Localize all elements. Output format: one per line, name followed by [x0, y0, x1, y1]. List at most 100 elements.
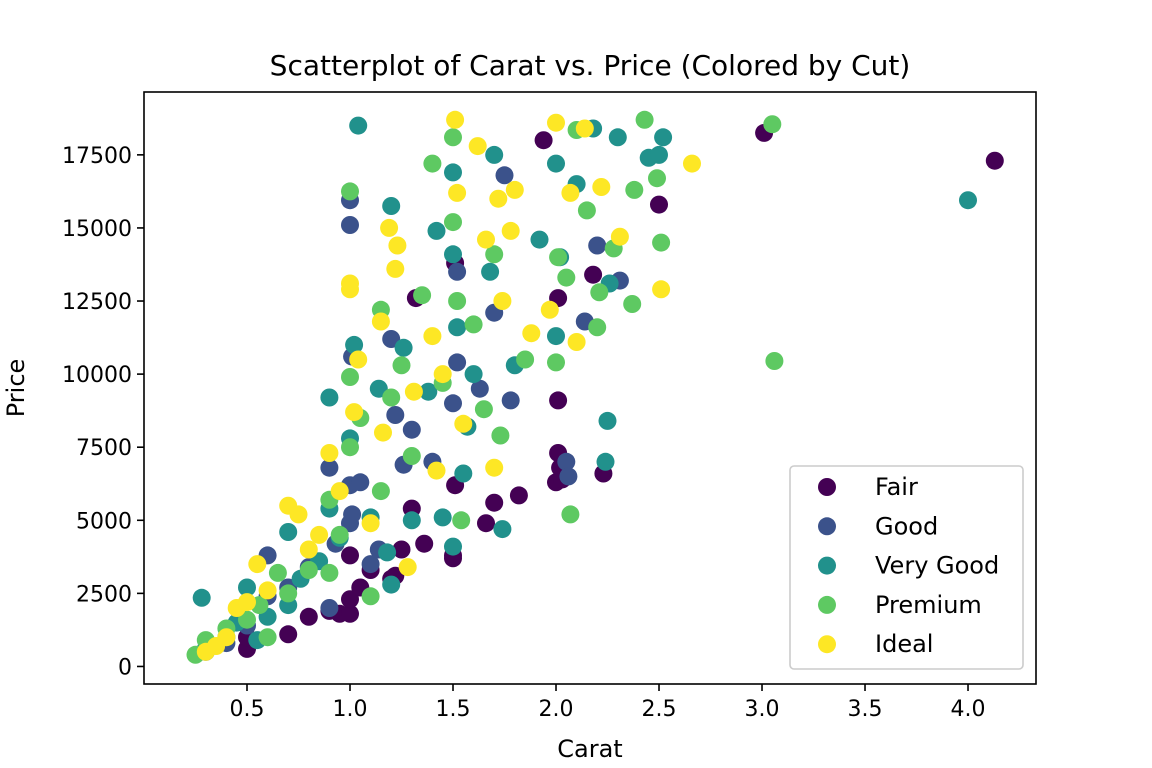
legend-label-premium: Premium [875, 591, 982, 619]
point-ideal [485, 458, 504, 477]
point-ideal [522, 324, 541, 343]
point-very-good [402, 511, 421, 530]
point-premium [279, 584, 298, 603]
point-premium [464, 315, 483, 334]
legend-label-fair: Fair [875, 473, 918, 501]
point-very-good [394, 338, 413, 357]
point-premium [485, 245, 504, 264]
x-tick-label: 3.5 [848, 697, 883, 722]
point-premium [549, 248, 568, 267]
point-very-good [279, 523, 298, 541]
point-good [444, 394, 462, 413]
point-ideal [477, 230, 495, 249]
x-axis: 0.5 1.0 1.5 2.0 2.5 3.0 3.5 4.0 [230, 684, 986, 722]
point-ideal [561, 183, 580, 202]
point-good [448, 262, 467, 281]
point-premium [392, 356, 411, 375]
point-ideal [427, 461, 446, 480]
point-premium [341, 182, 359, 201]
point-fair [299, 607, 318, 626]
point-ideal [386, 259, 405, 278]
y-tick-label: 2500 [76, 582, 132, 607]
point-fair [985, 151, 1004, 170]
points-layer [186, 110, 1004, 664]
y-tick-label: 7500 [76, 436, 132, 461]
legend-marker-ideal [818, 635, 836, 654]
point-premium [577, 201, 596, 220]
point-very-good [345, 335, 364, 354]
point-ideal [388, 236, 407, 255]
point-fair [534, 131, 553, 150]
point-very-good [192, 588, 211, 607]
point-premium [474, 400, 493, 419]
y-tick-label: 0 [118, 655, 132, 680]
point-ideal [238, 593, 256, 612]
point-premium [268, 563, 287, 582]
point-premium [320, 563, 339, 582]
point-very-good [959, 191, 977, 210]
point-premium [371, 482, 390, 501]
x-tick-label: 0.5 [230, 697, 265, 722]
point-very-good [320, 388, 339, 407]
point-very-good [382, 197, 401, 215]
point-very-good [530, 230, 549, 249]
point-good [343, 505, 362, 524]
point-very-good [547, 327, 565, 346]
point-ideal [404, 382, 423, 401]
point-good [320, 599, 339, 617]
legend-label-ideal: Ideal [875, 630, 933, 658]
legend-label-very-good: Very Good [875, 552, 999, 580]
point-ideal [299, 540, 318, 559]
y-tick-label: 17500 [62, 144, 132, 169]
plot-frame [143, 91, 1037, 685]
point-premium [238, 610, 256, 629]
point-ideal [683, 154, 701, 173]
point-ideal [448, 183, 467, 202]
point-good [495, 166, 514, 185]
point-ideal [547, 113, 565, 132]
point-ideal [248, 555, 267, 574]
point-ideal [505, 180, 524, 199]
legend-marker-good [818, 517, 836, 536]
point-very-good [454, 464, 473, 483]
point-very-good [596, 452, 615, 471]
point-premium [448, 292, 467, 310]
point-ideal [575, 119, 594, 138]
point-premium [652, 233, 671, 252]
point-good [557, 452, 576, 471]
x-tick-label: 3.0 [745, 697, 780, 722]
point-premium [361, 587, 380, 606]
point-good [559, 467, 578, 486]
point-very-good [481, 262, 500, 281]
legend: Fair Good Very Good Premium Ideal [789, 465, 1024, 670]
point-ideal [217, 628, 236, 647]
point-premium [590, 283, 609, 302]
point-very-good [444, 537, 462, 556]
point-ideal [652, 280, 671, 299]
point-ideal [310, 525, 329, 544]
point-good [448, 353, 467, 372]
point-ideal [289, 505, 308, 524]
point-ideal [398, 558, 417, 577]
point-ideal [446, 110, 465, 129]
point-very-good [444, 245, 462, 264]
point-ideal [454, 414, 473, 433]
point-good [402, 420, 421, 439]
point-fair [549, 391, 568, 410]
point-fair [584, 265, 603, 284]
point-ideal [493, 292, 512, 310]
point-premium [491, 426, 510, 445]
point-premium [623, 295, 642, 313]
point-premium [299, 561, 318, 579]
point-very-good [382, 575, 401, 594]
point-ideal [330, 482, 349, 501]
point-premium [444, 128, 462, 147]
point-very-good [547, 154, 565, 173]
point-ideal [374, 423, 392, 442]
point-premium [452, 511, 471, 530]
y-tick-label: 15000 [62, 217, 132, 242]
point-premium [625, 180, 644, 199]
x-tick-label: 2.5 [642, 697, 677, 722]
point-ideal [610, 227, 629, 246]
